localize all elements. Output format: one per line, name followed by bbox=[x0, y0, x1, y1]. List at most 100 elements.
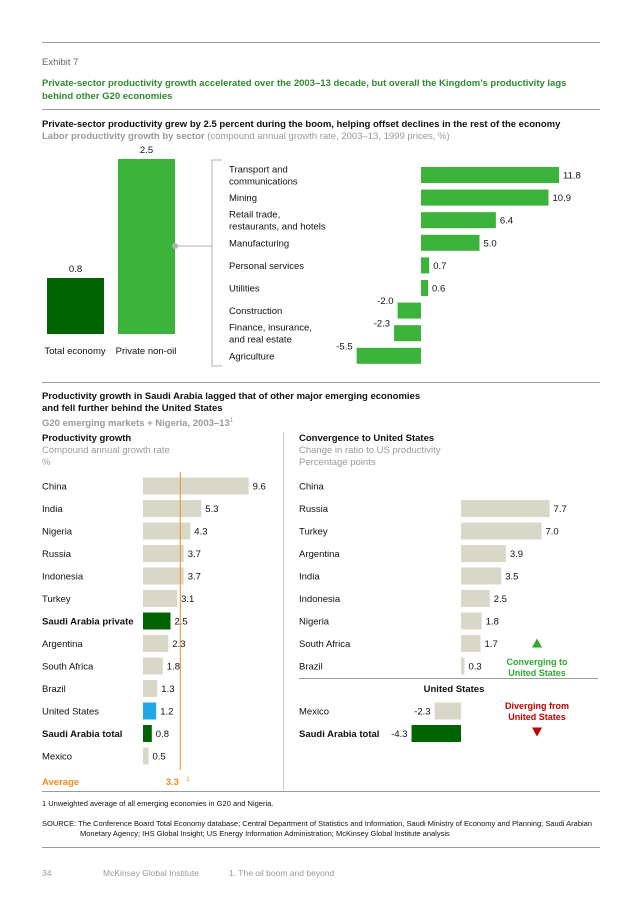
page-number: 34 bbox=[42, 868, 52, 878]
productivity-growth-chart: 9.6 China 5.3 India 4.3 Nigeria 3.7 Russia 3.7 In… bbox=[42, 472, 266, 788]
section2-subtitle-text: G20 emerging markets + Nigeria, 2003–13 bbox=[42, 418, 230, 430]
pg-bar bbox=[143, 680, 158, 697]
pg-category-label: Nigeria bbox=[42, 527, 73, 538]
cv-value-label: 1.7 bbox=[485, 639, 498, 650]
section2-title: Productivity growth in Saudi Arabia lagg… bbox=[42, 391, 421, 414]
sector-category-label: Manufacturing bbox=[229, 238, 289, 249]
overall-bar bbox=[118, 159, 175, 334]
sector-category-label: Utilities bbox=[229, 284, 260, 295]
pg-title: Productivity growth bbox=[42, 433, 132, 444]
pg-value-label: 9.6 bbox=[253, 482, 266, 493]
pg-subtitle: Compound annual growth rate bbox=[42, 445, 170, 456]
panel-divider bbox=[283, 432, 284, 790]
diverging-arrow-icon bbox=[532, 727, 542, 737]
pg-bar bbox=[143, 522, 191, 540]
exhibit-label: Exhibit 7 bbox=[42, 57, 79, 68]
overall-bars: 0.8 Total economy 2.5 Private non-oil bbox=[44, 145, 176, 357]
overall-bar bbox=[47, 278, 104, 334]
pg-bar bbox=[143, 567, 184, 585]
pg-bar bbox=[143, 590, 178, 607]
sector-category-label: Personal services bbox=[229, 261, 304, 272]
section2-rule bbox=[42, 791, 600, 792]
pg-value-label: 3.7 bbox=[188, 549, 201, 560]
sector-value-label: 6.4 bbox=[500, 216, 513, 227]
converging-label: Converging to United States bbox=[507, 657, 568, 678]
section2-subtitle: G20 emerging markets + Nigeria, 2003–131 bbox=[42, 415, 233, 430]
cv-category-label: Argentina bbox=[299, 549, 340, 560]
footer-rule bbox=[42, 847, 600, 848]
pg-bar bbox=[143, 635, 169, 652]
pg-value-label: 3.1 bbox=[181, 594, 194, 605]
sector-category-label: Finance, insurance, and real estate bbox=[229, 323, 312, 346]
cv-category-label: India bbox=[299, 572, 320, 583]
pg-bar bbox=[143, 657, 163, 675]
pg-value-label: 0.8 bbox=[156, 729, 169, 740]
pg-bar bbox=[143, 612, 171, 630]
sector-bar bbox=[421, 257, 430, 274]
section1-subtitle: Labor productivity growth by sector (com… bbox=[42, 131, 450, 143]
pg-value-label: 1.2 bbox=[160, 707, 173, 718]
section1-title: Private-sector productivity grew by 2.5 … bbox=[42, 119, 561, 130]
sector-bar bbox=[394, 325, 421, 342]
overall-value-label: 0.8 bbox=[69, 264, 82, 275]
pg-bar bbox=[143, 500, 202, 517]
comparison-charts: 9.6 China 5.3 India 4.3 Nigeria 3.7 Russia 3.7 In… bbox=[42, 472, 598, 788]
cv-value-label: 1.8 bbox=[486, 617, 499, 628]
cv-category-label: South Africa bbox=[299, 639, 351, 650]
top-rule bbox=[42, 42, 600, 43]
cv-bar bbox=[461, 590, 490, 607]
pg-category-label: Turkey bbox=[42, 594, 71, 605]
cv-bar bbox=[461, 567, 502, 585]
pg-average-value: 3.3 bbox=[166, 777, 179, 788]
cv-value-label: 2.5 bbox=[494, 594, 507, 605]
pg-category-label: China bbox=[42, 482, 68, 493]
cv-category-label: Saudi Arabia total bbox=[299, 729, 379, 740]
cv-bar bbox=[461, 635, 481, 652]
cv-value-label: -4.3 bbox=[391, 729, 407, 740]
cv-bar bbox=[411, 725, 461, 742]
cv-value-label: 0.3 bbox=[468, 662, 481, 673]
sector-bars: 11.8 Transport and communications 10.9 Minin… bbox=[229, 165, 581, 364]
headline: Private-sector productivity growth accel… bbox=[42, 78, 567, 102]
pg-value-label: 2.5 bbox=[175, 617, 188, 628]
cv-bar bbox=[461, 500, 550, 517]
section2-subtitle-sup: 1 bbox=[229, 418, 234, 424]
sector-bar bbox=[421, 189, 549, 206]
cv-category-label: Indonesia bbox=[299, 594, 341, 605]
cv-value-label: -2.3 bbox=[414, 707, 430, 718]
pg-bar bbox=[143, 702, 157, 720]
diverging-label: Diverging from United States bbox=[505, 701, 569, 722]
pg-value-label: 1.8 bbox=[167, 662, 180, 673]
sector-value-label: 5.0 bbox=[484, 238, 497, 249]
sector-bar bbox=[421, 234, 480, 251]
sector-value-label: 0.7 bbox=[433, 261, 446, 272]
pg-category-label: Russia bbox=[42, 549, 72, 560]
sector-chart: 0.8 Total economy 2.5 Private non-oil 11.8 T… bbox=[44, 145, 581, 367]
sector-value-label: -2.3 bbox=[374, 319, 390, 330]
cv-value-label: 3.9 bbox=[510, 549, 523, 560]
pg-value-label: 3.7 bbox=[188, 572, 201, 583]
pg-category-label: South Africa bbox=[42, 662, 94, 673]
pg-category-label: Argentina bbox=[42, 639, 83, 650]
sector-bar bbox=[421, 167, 560, 183]
cv-category-label: Nigeria bbox=[299, 617, 330, 628]
pg-bar bbox=[143, 545, 184, 562]
overall-category-label: Private non-oil bbox=[116, 346, 177, 357]
section1-subtitle-rest: (compound annual growth rate, 2003–13, 1… bbox=[204, 131, 450, 142]
pg-category-label: Brazil bbox=[42, 684, 66, 695]
pg-unit: % bbox=[42, 457, 51, 468]
sector-value-label: -2.0 bbox=[377, 296, 393, 307]
footer-chapter: 1. The oil boom and beyond bbox=[229, 868, 335, 878]
sector-bar bbox=[397, 302, 421, 319]
sector-value-label: 10.9 bbox=[553, 193, 572, 204]
cv-bar bbox=[461, 522, 542, 540]
sector-category-label: Construction bbox=[229, 306, 282, 317]
pg-bar bbox=[143, 477, 249, 495]
pg-average-sup: 1 bbox=[186, 777, 190, 783]
cv-category-label: Turkey bbox=[299, 527, 328, 538]
overall-category-label: Total economy bbox=[44, 346, 106, 357]
pg-value-label: 2.3 bbox=[172, 639, 185, 650]
cv-category-label: Brazil bbox=[299, 662, 323, 673]
pg-value-label: 5.3 bbox=[205, 504, 218, 515]
headline-rule bbox=[42, 109, 600, 110]
